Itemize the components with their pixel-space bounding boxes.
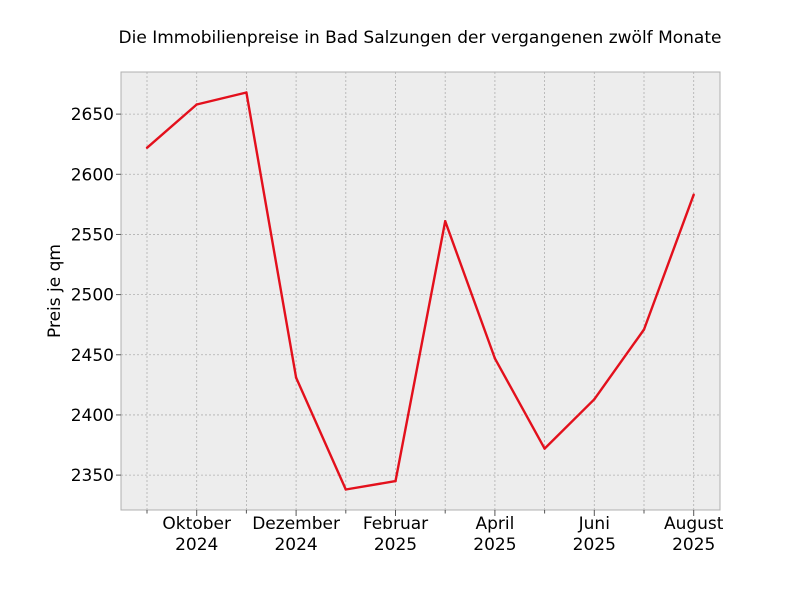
x-tick-label: April — [475, 514, 514, 534]
x-tick-label: Oktober — [162, 514, 231, 534]
y-tick-label: 2550 — [71, 225, 114, 245]
y-tick-label: 2350 — [71, 466, 114, 486]
y-tick-label: 2650 — [71, 105, 114, 125]
x-tick-label-year: 2025 — [573, 535, 616, 555]
x-tick-label: Juni — [578, 514, 610, 534]
data-point — [593, 398, 596, 401]
data-point — [195, 103, 198, 106]
x-tick-label-year: 2024 — [274, 535, 317, 555]
y-axis: 2350 2400 2450 2500 2550 2600 2650 — [71, 105, 121, 486]
x-tick-label-year: 2025 — [473, 535, 516, 555]
data-point — [642, 328, 646, 331]
chart-title: Die Immobilienpreise in Bad Salzungen de… — [119, 28, 722, 48]
data-point — [294, 376, 298, 379]
data-point — [145, 146, 149, 150]
y-tick-label: 2450 — [71, 346, 114, 366]
series-line — [146, 91, 695, 491]
grid-lines — [121, 72, 720, 510]
x-tick-label: Dezember — [252, 514, 340, 534]
data-point — [444, 220, 447, 223]
y-tick-label: 2400 — [71, 406, 114, 426]
data-point — [394, 479, 397, 483]
y-tick-label: 2500 — [71, 286, 114, 306]
x-tick-label: Februar — [363, 514, 428, 534]
x-tick-label-year: 2025 — [672, 535, 715, 555]
x-tick-label-year: 2024 — [175, 535, 218, 555]
plot-area — [120, 71, 721, 511]
x-tick-label: August — [664, 514, 724, 534]
data-point — [543, 447, 546, 450]
x-tick-label-year: 2025 — [374, 535, 417, 555]
x-axis: Oktober2024Dezember2024Februar2025April2… — [146, 510, 724, 555]
y-tick-label: 2600 — [71, 165, 114, 185]
data-point — [692, 193, 695, 196]
data-point — [493, 357, 497, 360]
data-point — [245, 91, 248, 94]
y-axis-label: Preis je qm — [45, 244, 65, 338]
series-layer — [145, 91, 695, 491]
data-point — [344, 488, 347, 491]
